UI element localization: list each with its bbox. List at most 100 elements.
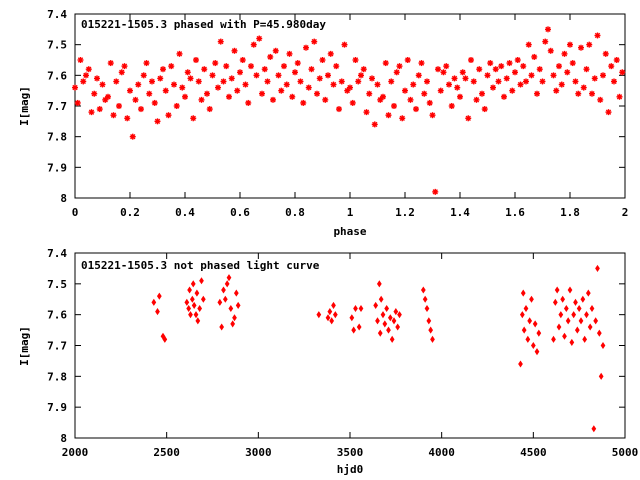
phased-data-point — [124, 115, 131, 122]
unphased-axis-ticks: 2000 2500 3000 3500 4000 4500 5000 7.4 7.5 7.6 7.7… — [47, 247, 638, 459]
phased-x-tick-label: 1.2 — [395, 206, 415, 219]
unphased-data-point — [521, 326, 527, 334]
phased-data-point — [325, 72, 331, 79]
phased-data-point — [520, 63, 527, 70]
phased-data-point — [248, 63, 254, 70]
phased-data-point — [509, 87, 516, 94]
phased-data-point — [91, 90, 98, 97]
phased-data-point — [267, 53, 274, 60]
unphased-plot-frame — [74, 252, 626, 439]
phased-data-point — [481, 106, 488, 113]
unphased-data-point — [556, 323, 562, 331]
phased-data-point — [184, 69, 191, 76]
phased-x-tick-label: 0 — [72, 206, 79, 219]
unphased-data-point — [534, 348, 540, 356]
unphased-data-point — [219, 323, 225, 331]
phased-data-point — [484, 72, 491, 79]
unphased-data-point — [582, 335, 588, 343]
phased-data-point — [88, 109, 95, 116]
unphased-data-point — [395, 323, 401, 331]
phased-data-point — [479, 90, 485, 97]
phased-data-point — [506, 60, 513, 67]
unphased-data-point — [593, 317, 599, 325]
unphased-data-point — [576, 304, 582, 313]
unphased-y-axis-label: I[mag] — [18, 326, 31, 366]
unphased-data-point — [197, 304, 203, 313]
phased-data-point — [135, 81, 142, 88]
unphased-y-tick-label: 7.5 — [47, 278, 67, 291]
unphased-data-point — [554, 286, 560, 294]
phased-data-point — [487, 60, 494, 67]
phased-data-point — [327, 50, 334, 57]
unphased-data-point — [560, 295, 566, 303]
unphased-data-point — [217, 298, 223, 306]
phased-data-point — [212, 60, 219, 67]
phased-data-point — [569, 60, 576, 67]
unphased-data-point — [358, 304, 364, 313]
phased-data-point — [440, 69, 447, 76]
phased-data-point — [85, 66, 92, 73]
unphased-data-point — [567, 286, 573, 294]
phased-data-point — [352, 57, 359, 63]
phased-data-point — [250, 41, 257, 48]
phased-data-point — [195, 78, 202, 85]
unphased-data-point — [573, 298, 578, 306]
unphased-data-point — [191, 301, 197, 309]
phased-data-point — [553, 87, 560, 94]
phased-data-point — [234, 87, 241, 94]
unphased-x-tick-label: 2000 — [62, 446, 89, 459]
phased-data-point — [204, 90, 210, 97]
phased-data-point — [168, 63, 175, 70]
phased-data-point — [237, 69, 243, 76]
phased-data-point — [437, 87, 444, 94]
phased-data-point — [311, 38, 318, 45]
phased-data-point — [589, 90, 595, 97]
unphased-data-point — [574, 326, 580, 334]
unphased-data-point — [584, 311, 589, 319]
unphased-x-tick-label: 5000 — [612, 446, 639, 459]
phased-data-point — [536, 66, 543, 73]
phased-data-point — [578, 44, 584, 51]
phased-data-point — [206, 106, 213, 113]
phased-data-point — [140, 72, 147, 79]
phased-x-tick-label: 0.8 — [285, 206, 305, 219]
phased-data-point — [107, 60, 114, 67]
phased-data-point — [171, 81, 177, 88]
phased-data-point — [349, 99, 356, 106]
phased-chart-title: 015221-1505.3 phased with P=45.980day — [81, 18, 326, 31]
phased-data-point — [162, 87, 169, 94]
unphased-data-point — [389, 335, 395, 343]
phased-data-point — [223, 63, 230, 70]
phased-data-point — [619, 69, 626, 76]
phased-x-tick-label: 2 — [622, 206, 629, 219]
unphased-data-point — [155, 308, 160, 316]
phased-data-point — [226, 93, 232, 100]
unphased-data-point — [327, 308, 333, 316]
phased-data-point — [567, 41, 573, 48]
unphased-data-point — [563, 304, 569, 313]
unphased-data-point — [184, 298, 190, 306]
unphased-data-point — [536, 329, 542, 337]
phased-data-point — [105, 93, 111, 100]
unphased-data-point — [552, 298, 558, 306]
phased-data-point — [96, 106, 103, 113]
phased-data-point — [391, 103, 397, 109]
phased-data-point — [245, 99, 252, 106]
phased-data-point — [319, 57, 326, 63]
unphased-data-point — [378, 295, 384, 303]
phased-x-tick-label: 0.2 — [120, 206, 140, 219]
phased-data-point — [190, 115, 197, 122]
phased-data-point — [209, 72, 216, 79]
phased-data-point — [616, 93, 623, 100]
phased-data-point — [151, 99, 158, 106]
phased-data-point — [404, 57, 411, 63]
phased-data-point — [539, 78, 546, 85]
phased-data-point — [259, 90, 265, 97]
unphased-data-point — [397, 311, 402, 319]
phased-data-point — [459, 69, 466, 76]
phased-x-tick-label: 0.4 — [175, 206, 195, 219]
phased-data-point — [283, 81, 290, 88]
phased-data-point — [242, 81, 249, 88]
phased-data-point — [217, 38, 224, 45]
unphased-data-point — [376, 280, 382, 288]
